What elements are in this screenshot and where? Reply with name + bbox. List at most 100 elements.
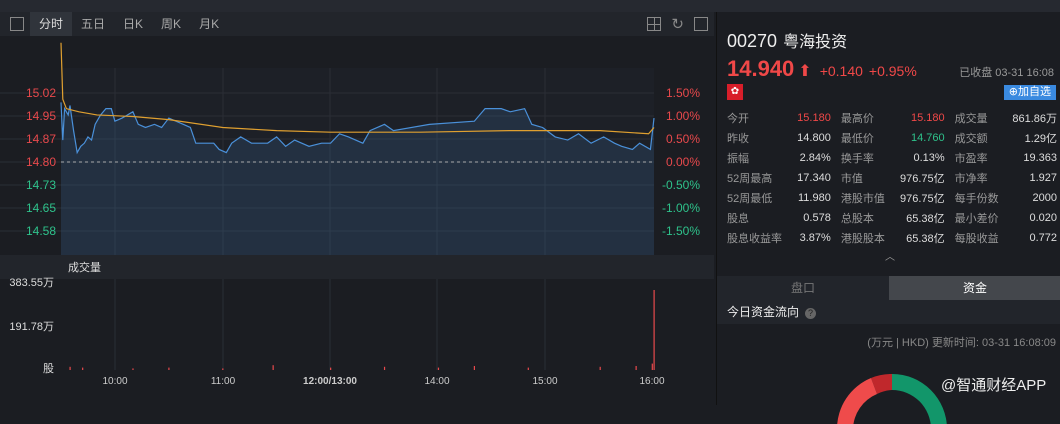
quote-value: 11.980 [798,192,831,204]
volume-bar [651,363,653,370]
quote-value: 0.13% [913,152,945,164]
quote-row: 52周最高 17.340 市值 976.75亿 市净率 1.927 [727,168,1057,188]
volume-title: 成交量 [68,260,101,274]
average-price-line [60,42,655,135]
up-arrow-icon: ⬆ [798,63,812,80]
volume-bar [132,368,134,370]
quote-value: 2000 [1032,192,1057,204]
price-axis-label: 14.65 [26,201,56,215]
quote-value: 1.29亿 [1024,133,1057,145]
stock-name: 粤海投资 [783,34,848,51]
volume-bar [222,368,224,370]
quote-row: 股息 0.578 总股本 65.38亿 最小差价 0.020 [727,208,1057,228]
tab-intraday[interactable]: 分时 [30,12,73,36]
tab-daily-k[interactable]: 日K [123,17,144,31]
pct-axis-label: -1.00% [662,201,700,215]
time-axis-label: 10:00 [102,376,127,387]
time-axis-label: 15:00 [532,376,557,387]
panel-toggle-icon[interactable] [694,17,708,31]
change-value: +0.140 [819,63,863,79]
pct-axis-label: -0.50% [662,178,700,192]
pct-axis-label: -1.50% [662,224,700,238]
capital-flow-header: 今日资金流向? [717,300,1060,324]
price-axis-label: 15.02 [26,86,56,100]
volume-bar [69,366,71,370]
price-change: +0.140 +0.95% [820,63,917,79]
price-axis-label: 14.95 [26,109,56,123]
intraday-chart: 15.02 14.95 14.87 14.80 14.73 14.65 14.58 1.50%… [0,42,714,387]
quote-value: 15.180 [797,112,831,124]
quote-value: 17.340 [797,172,831,184]
top-bar [0,0,1060,12]
price-line [60,102,655,155]
watermark: @智通财经APP [941,377,1047,394]
quote-label: 市净率 [954,173,988,185]
sidebar-toggle-icon[interactable] [10,17,24,31]
volume-axis-label: 股 [43,362,54,375]
price-axis-label: 14.87 [26,132,56,146]
quote-label: 昨收 [727,133,749,145]
quote-value: 976.75亿 [900,193,945,205]
tab-order-book[interactable]: 盘口 [717,276,889,300]
capital-flow-donut [837,373,947,424]
volume-bar [82,367,84,370]
quote-value: 0.020 [1029,212,1057,224]
help-icon[interactable]: ? [805,308,817,319]
quote-label: 52周最高 [727,173,773,185]
price-axis-label: 14.58 [26,224,56,238]
volume-bar [527,367,529,370]
hk-flag-icon: ✿ [727,84,743,100]
quote-label: 每手份数 [954,193,999,205]
quote-row: 52周最低 11.980 港股市值 976.75亿 每手份数 2000 [727,188,1057,208]
volume-bar [635,366,637,370]
quote-label: 市盈率 [954,153,988,165]
tab-monthly-k[interactable]: 月K [199,17,220,31]
quote-label: 最小差价 [954,213,999,225]
chart-panel: 分时 五日 日K 周K 月K ↻ 15.02 14.95 14.87 14.80 14.… [0,12,714,405]
quote-row: 昨收 14.800 最低价 14.760 成交额 1.29亿 [727,128,1057,148]
change-pct: +0.95% [868,63,917,79]
quote-row: 今开 15.180 最高价 15.180 成交量 861.86万 [727,108,1057,128]
quote-table: 今开 15.180 最高价 15.180 成交量 861.86万 昨收 14.800 最低价 14… [727,108,1057,248]
quote-value: 2.84% [799,152,831,164]
quote-value: 861.86万 [1012,113,1057,125]
add-watchlist-button[interactable]: ⊕加自选 [1003,85,1056,100]
volume-bar [653,290,655,370]
quote-label: 市值 [840,173,863,185]
tab-weekly-k[interactable]: 周K [161,17,182,31]
volume-bar [599,366,601,370]
donut-outflow-segment [837,378,877,424]
volume-bar [437,367,440,370]
refresh-icon[interactable]: ↻ [671,16,684,33]
collapse-chevron-icon[interactable]: ︿ [885,252,895,263]
time-axis-label: 14:00 [424,376,449,387]
quote-value: 0.772 [1029,232,1057,244]
chart-toolbar: 分时 五日 日K 周K 月K ↻ [0,12,714,36]
tab-5day[interactable]: 五日 [81,17,106,31]
price-area [61,102,654,255]
volume-bar [383,366,386,370]
grid-icon[interactable] [647,17,662,31]
quote-panel: 00270 粤海投资 14.940 ⬆ +0.140 +0.95% 已收盘 03-3… [716,12,1060,424]
time-axis-label: 12:00/13:00 [303,376,357,387]
tab-capital[interactable]: 资金 [889,276,1060,300]
quote-label: 总股本 [840,213,874,225]
price-row: 14.940 ⬆ +0.140 +0.95% 已收盘 03-31 16:08 [727,56,1054,82]
quote-label: 最高价 [840,113,874,125]
quote-label: 成交量 [954,113,988,125]
pct-axis-label: 1.50% [666,86,700,100]
quote-value: 1.927 [1029,172,1057,184]
quote-row: 振幅 2.84% 换手率 0.13% 市盈率 19.363 [727,148,1057,168]
volume-axis-label: 383.55万 [9,277,54,289]
price-value: 14.940 [727,56,795,81]
quote-value: 65.38亿 [906,213,945,225]
quote-label: 成交额 [954,133,988,145]
pct-axis-label: 0.50% [666,132,700,146]
donut-inflow-segment [892,374,947,424]
market-status: 已收盘 03-31 16:08 [959,67,1054,79]
pct-axis-label: 0.00% [666,155,700,169]
quote-row: 股息收益率 3.87% 港股股本 65.38亿 每股收益 0.772 [727,228,1057,248]
pct-axis-label: 1.00% [666,109,700,123]
quote-label: 港股股本 [840,233,885,245]
time-axis-label: 11:00 [211,376,236,387]
